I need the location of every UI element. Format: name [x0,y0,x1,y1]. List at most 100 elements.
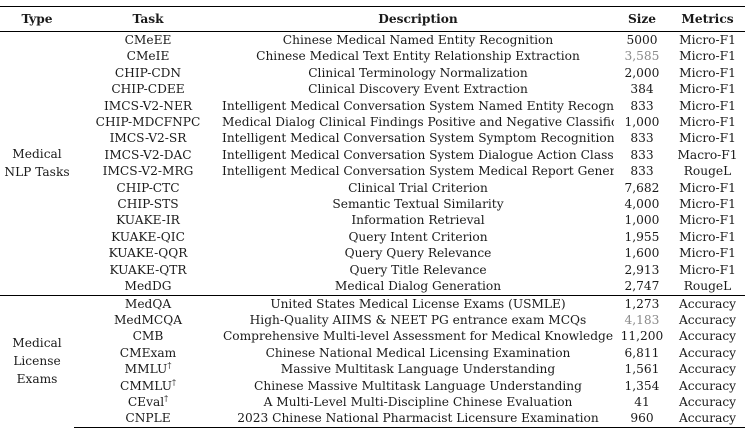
metric-cell: Micro-F1 [679,82,736,97]
task-cell: MedDG [74,278,222,295]
table-row: CHIP-MDCFNPC Medical Dialog Clinical Find… [0,114,745,130]
task-cell: CNPLE [74,410,222,428]
task-cell: KUAKE-QQR [74,245,222,261]
description-cell: Medical Dialog Generation [334,279,502,294]
description-cell: High-Quality AIIMS & NEET PG entrance ex… [249,312,587,327]
task-cell: CHIP-STS [74,196,222,212]
table-row: CMB Comprehensive Multi-level Assessment … [0,328,745,344]
table-row: IMCS-V2-NER Intelligent Medical Conversat… [0,98,745,114]
table-row: CMMLU† Chinese Massive Multitask Language… [0,378,745,394]
task-name: CEval [127,394,165,409]
table-row: MedDG Medical Dialog Generation 2,747 Rouge… [0,278,745,295]
size-cell: 5000 [626,33,658,47]
description-cell: Semantic Textual Similarity [332,197,504,212]
benchmark-table: Type Task Description Size Metrics Medic… [0,6,745,428]
size-cell: 41 [634,394,650,409]
description-cell: Clinical Discovery Event Extraction [308,82,528,97]
task-cell: CHIP-CDN [74,65,222,81]
task-name: CMB [132,329,164,344]
task-name: CMeEE [124,33,172,47]
task-name: IMCS-V2-NER [103,98,193,113]
task-cell: MedQA [74,294,222,312]
table-row: CNPLE 2023 Chinese National Pharmacist Li… [0,410,745,428]
task-name: MMLU [124,362,168,377]
metric-cell: Micro-F1 [679,131,736,146]
task-name: CMMLU [120,378,172,393]
description-cell: Massive Multitask Language Understanding [280,362,556,377]
description-cell: Intelligent Medical Conversation System … [222,164,614,179]
table-row: KUAKE-IR Information Retrieval 1,000 Micro-… [0,212,745,228]
table-body: Medical NLP Tasks CMeEE Chinese Medical Nam… [0,32,745,428]
table-row: CHIP-CDN Clinical Terminology Normalizati… [0,65,745,81]
task-name: CNPLE [125,411,171,426]
table-row: IMCS-V2-SR Intelligent Medical Conversati… [0,130,745,146]
size-cell: 1,000 [624,213,660,228]
size-cell: 1,955 [624,229,660,244]
description-cell: A Multi-Level Multi-Discipline Chinese E… [263,394,573,409]
task-name: KUAKE-QQR [108,246,188,261]
metric-cell: Accuracy [678,345,737,360]
task-name: KUAKE-IR [116,213,180,228]
size-cell: 7,682 [624,180,660,195]
task-name: CHIP-CDN [114,65,182,80]
group-label-line2: License Exams [13,354,61,387]
group-label-line1: Medical [12,147,62,162]
metric-cell: Micro-F1 [679,49,736,64]
size-cell: 4,183 [624,312,660,327]
metric-cell: Micro-F1 [679,229,736,244]
size-cell: 833 [630,164,654,179]
task-name: MedQA [124,296,172,311]
description-cell: Medical Dialog Clinical Findings Positiv… [222,115,614,130]
dagger-mark: † [167,361,172,371]
table-row: KUAKE-QQR Query Query Relevance 1,600 Micro… [0,245,745,261]
metric-cell: Micro-F1 [679,246,736,261]
size-cell: 2,000 [624,65,660,80]
task-name: MedMCQA [113,312,183,327]
metric-cell: Accuracy [678,329,737,344]
task-cell: IMCS-V2-MRG [74,163,222,179]
group-label-line1: Medical [12,336,62,351]
task-cell: CMB [74,328,222,344]
group-label: Medical NLP Tasks [0,32,74,296]
size-cell: 960 [614,410,670,428]
header-metrics: Metrics [670,6,745,32]
description-cell: Clinical Terminology Normalization [308,65,528,80]
size-cell: 4,000 [624,197,660,212]
description-cell: Query Query Relevance [344,246,492,261]
table-row: CMeIE Chinese Medical Text Entity Relatio… [0,48,745,64]
metric-cell: Accuracy [670,410,745,428]
group-label: Medical License Exams [0,294,74,428]
metric-cell: Accuracy [678,378,737,393]
size-cell: 1,354 [624,378,660,393]
size-cell: 384 [630,82,654,97]
metric-cell: Macro-F1 [677,147,738,162]
description-cell: Comprehensive Multi-level Assessment for… [222,329,614,344]
task-cell: IMCS-V2-DAC [74,147,222,163]
metric-cell: RougeL [683,164,732,179]
task-name: MedDG [124,279,172,294]
description-cell: Intelligent Medical Conversation System … [222,98,614,113]
table-row: Medical NLP Tasks CMeEE Chinese Medical Nam… [0,32,745,179]
size-cell: 1,000 [624,115,660,130]
task-name: CHIP-MDCFNPC [95,115,201,130]
task-cell: IMCS-V2-SR [74,130,222,146]
table-row: CHIP-CDEE Clinical Discovery Event Extrac… [0,81,745,97]
size-cell: 6,811 [624,345,660,360]
task-name: IMCS-V2-MRG [102,164,194,179]
table-row: IMCS-V2-DAC Intelligent Medical Conversat… [0,147,745,163]
description-cell: Chinese Medical Text Entity Relationship… [256,49,580,64]
table-row: KUAKE-QIC Query Intent Criterion 1,955 Micr… [0,229,745,245]
task-name: IMCS-V2-DAC [104,147,192,162]
metric-cell: Micro-F1 [679,262,736,277]
size-cell: 833 [630,98,654,113]
task-cell: MedMCQA [74,312,222,328]
size-cell: 3,585 [624,49,660,64]
description-cell: Query Title Relevance [349,262,487,277]
task-name: CMeIE [126,49,170,64]
description-cell: Chinese National Medical Licensing Exami… [265,345,571,360]
task-cell: CHIP-MDCFNPC [74,114,222,130]
table-row: CEval† A Multi-Level Multi-Discipline Chi… [0,394,745,410]
task-cell: CMMLU† [74,378,222,394]
task-name: CHIP-STS [117,197,179,212]
description-cell: Information Retrieval [351,213,485,228]
